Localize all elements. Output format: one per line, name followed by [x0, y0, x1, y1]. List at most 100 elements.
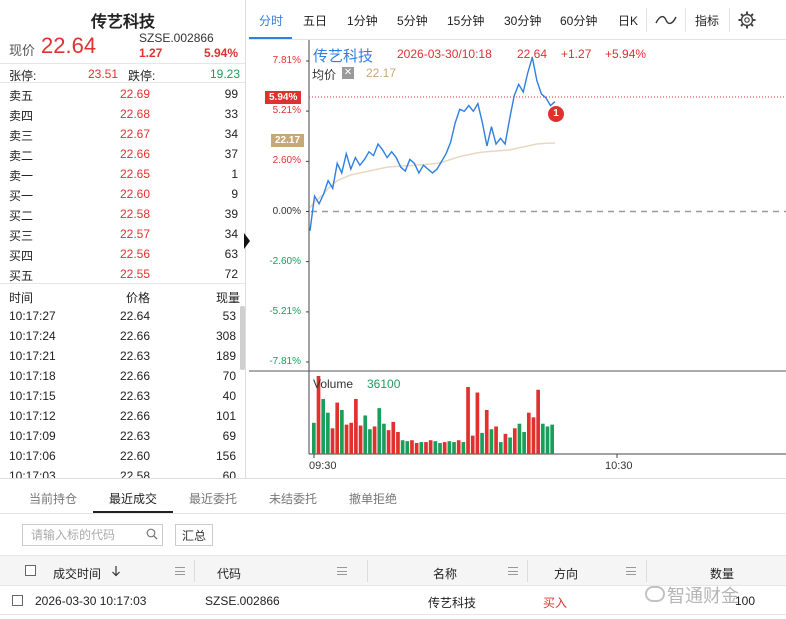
- volume-bar: [447, 441, 452, 454]
- tab-open-orders[interactable]: 未结委托: [269, 492, 318, 506]
- sort-down-icon[interactable]: [111, 565, 121, 577]
- symbol-filter-input[interactable]: [22, 524, 163, 546]
- row-qty: 100: [735, 594, 756, 608]
- volume-bar: [349, 422, 354, 454]
- book-level-price: 22.68: [119, 107, 150, 121]
- book-level-price: 22.65: [119, 167, 150, 181]
- intraday-chart[interactable]: 传艺科技 2026-03-30/10:18 22.64 +1.27 +5.94%…: [249, 40, 786, 478]
- volume-bar: [475, 392, 480, 454]
- book-level-price: 22.69: [119, 87, 150, 101]
- book-level-volume: 63: [224, 247, 238, 261]
- col-code-header[interactable]: 代码: [217, 567, 242, 581]
- tick-volume: 60: [222, 469, 236, 478]
- list-item[interactable]: 买三 22.57 34: [0, 224, 245, 244]
- tab-recent-orders[interactable]: 最近委托: [189, 492, 238, 506]
- volume-bar: [452, 442, 456, 454]
- book-level-volume: 72: [224, 267, 238, 281]
- tick-price: 22.63: [119, 429, 150, 443]
- list-item: 10:17:21 22.63 189: [0, 346, 245, 366]
- select-all-checkbox[interactable]: [25, 565, 36, 576]
- tab-daily-k[interactable]: 日K: [618, 14, 639, 28]
- list-item[interactable]: 买二 22.58 39: [0, 204, 245, 224]
- volume-bar: [405, 441, 410, 454]
- volume-bar: [512, 428, 517, 454]
- col-name-header[interactable]: 名称: [433, 567, 458, 581]
- list-item[interactable]: 买五 22.55 72: [0, 264, 245, 284]
- volume-bar: [466, 387, 470, 454]
- column-divider: [527, 560, 528, 582]
- tab-timeshare[interactable]: 分时: [259, 14, 284, 28]
- search-icon[interactable]: [146, 528, 158, 540]
- tab-1min[interactable]: 1分钟: [347, 14, 378, 28]
- volume-bar: [354, 398, 358, 454]
- table-row[interactable]: 2026-03-30 10:17:03 SZSE.002866 传艺科技 买入 …: [0, 587, 786, 615]
- tab-60min[interactable]: 60分钟: [560, 14, 598, 28]
- indicator-button[interactable]: 指标: [695, 14, 720, 28]
- column-menu-icon[interactable]: [626, 567, 636, 575]
- avg-price-label: 均价: [312, 68, 337, 82]
- wave-line-icon[interactable]: [655, 14, 677, 26]
- watermark-text: 智通财金: [667, 586, 739, 606]
- col-time-header[interactable]: 成交时间: [53, 567, 102, 581]
- trades-table-header: 成交时间 代码 名称 方向 数量: [0, 555, 786, 586]
- book-level-label: 卖一: [9, 169, 34, 183]
- volume-bar: [419, 442, 424, 454]
- list-item[interactable]: 买一 22.60 9: [0, 184, 245, 204]
- ask-book: 卖五 22.69 99 卖四 22.68 33 卖三 22.67 34 卖二 22.66 37 卖一 22…: [0, 84, 245, 184]
- volume-bar: [382, 423, 386, 454]
- row-checkbox[interactable]: [12, 595, 23, 606]
- tab-recent-trades[interactable]: 最近成交: [109, 492, 158, 506]
- toolbar-divider: [685, 8, 686, 32]
- list-item[interactable]: 卖一 22.65 1: [0, 164, 245, 184]
- list-item[interactable]: 卖三 22.67 34: [0, 124, 245, 144]
- chart-canvas: [249, 40, 786, 458]
- tab-15min[interactable]: 15分钟: [447, 14, 485, 28]
- list-item[interactable]: 卖二 22.66 37: [0, 144, 245, 164]
- tab-5min[interactable]: 5分钟: [397, 14, 428, 28]
- tick-time: 10:17:15: [9, 389, 56, 403]
- volume-bar: [377, 408, 382, 454]
- watermark-logo-icon: [645, 586, 665, 602]
- list-item[interactable]: 卖四 22.68 33: [0, 104, 245, 124]
- tab-five-day[interactable]: 五日: [303, 14, 328, 28]
- volume-bar: [344, 424, 349, 454]
- volume-bar: [316, 376, 321, 454]
- volume-bar: [363, 415, 368, 454]
- price-limits: 张停: 23.51 跌停: 19.23: [0, 63, 245, 83]
- volume-bar: [330, 428, 335, 454]
- column-menu-icon[interactable]: [175, 567, 185, 575]
- volume-bar: [372, 426, 377, 454]
- book-level-volume: 34: [224, 127, 238, 141]
- tick-volume: 53: [222, 309, 236, 323]
- price-line: [309, 57, 556, 231]
- list-item: 10:17:12 22.66 101: [0, 406, 245, 426]
- volume-bar: [517, 423, 522, 454]
- list-item[interactable]: 买四 22.56 63: [0, 244, 245, 264]
- summary-button[interactable]: 汇总: [175, 524, 213, 546]
- col-direction-header[interactable]: 方向: [554, 567, 579, 581]
- y-tick-label: -7.81%: [269, 356, 301, 367]
- col-qty-header[interactable]: 数量: [710, 567, 735, 581]
- gear-icon[interactable]: [738, 11, 756, 29]
- book-level-label: 买三: [9, 229, 34, 243]
- tab-positions[interactable]: 当前持仓: [29, 492, 78, 506]
- ticks-scrollbar[interactable]: [240, 306, 245, 370]
- column-menu-icon[interactable]: [337, 567, 347, 575]
- volume-bar: [400, 440, 405, 454]
- volume-bar: [391, 421, 396, 454]
- trade-marker-badge[interactable]: 1: [548, 106, 564, 122]
- panel-collapse-arrow-icon[interactable]: [244, 233, 250, 249]
- y-tick-label: 5.21%: [272, 105, 301, 117]
- list-item[interactable]: 卖五 22.69 99: [0, 84, 245, 104]
- legend-stock-name: 传艺科技: [313, 48, 374, 65]
- column-menu-icon[interactable]: [508, 567, 518, 575]
- list-item: 10:17:27 22.64 53: [0, 306, 245, 326]
- stock-name: 传艺科技: [90, 14, 155, 31]
- book-level-volume: 37: [224, 147, 238, 161]
- close-icon[interactable]: ✕: [342, 67, 354, 79]
- tab-30min[interactable]: 30分钟: [504, 14, 542, 28]
- book-level-price: 22.58: [119, 207, 150, 221]
- divider: [0, 513, 786, 514]
- volume-bar: [326, 412, 330, 454]
- tab-rejected-orders[interactable]: 撤单拒绝: [349, 492, 398, 506]
